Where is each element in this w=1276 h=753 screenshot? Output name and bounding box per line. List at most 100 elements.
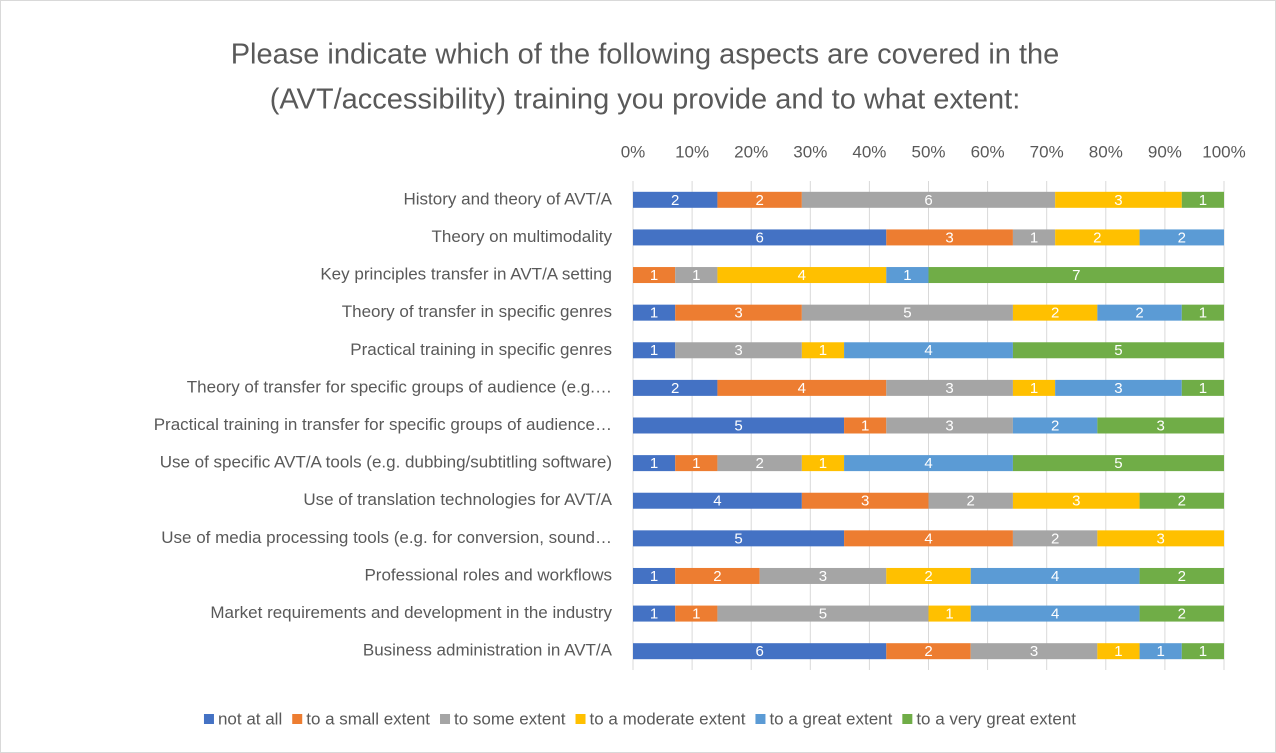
bar-segment [886,379,1013,396]
bar-segment [633,492,802,509]
y-tick-label: History and theory of AVT/A [404,189,613,208]
data-label: 1 [650,455,658,472]
bar-segment [717,455,802,472]
bar-segment [801,492,929,509]
data-label: 1 [1199,192,1207,209]
data-label: 2 [1051,305,1059,322]
data-label: 1 [1030,229,1038,246]
x-tick-label: 80% [1089,142,1123,161]
data-label: 7 [1072,267,1080,284]
data-label: 1 [819,455,827,472]
data-label: 5 [1114,455,1122,472]
bar-segment [675,605,718,622]
bar-segment [1012,304,1098,321]
data-label: 2 [1051,417,1059,434]
bar-segment [844,417,887,434]
legend-label: to a very great extent [916,709,1076,728]
legend-swatch [755,714,766,724]
bar-segment [1055,379,1182,396]
bar-segment [1012,530,1098,547]
x-tick-label: 90% [1148,142,1182,161]
bar-segment [1139,492,1224,509]
legend-label: to a small extent [306,709,430,728]
data-label: 1 [1114,643,1122,660]
x-tick-label: 30% [793,142,827,161]
bar-segment [1181,379,1224,396]
bar-segment [717,605,929,622]
bar-segment [633,643,887,660]
y-tick-label: Professional roles and workflows [364,565,612,584]
data-label: 5 [734,530,742,547]
bar-segment [717,379,887,396]
bar-segment [633,229,887,246]
y-tick-label: Market requirements and development in t… [210,603,612,622]
data-label: 4 [924,342,932,359]
bar-segment [886,267,929,284]
data-label: 5 [734,417,742,434]
bar-segment [633,567,676,584]
chart-title: Please indicate which of the following a… [231,39,1060,71]
data-label: 1 [692,606,700,623]
y-tick-label: Theory of transfer in specific genres [342,302,612,321]
bar-segment [928,605,971,622]
bar-segment [717,267,887,284]
bar-segment [928,492,1013,509]
bar-segment [801,304,1013,321]
bar-segment [633,605,676,622]
bar-segment [1012,455,1224,472]
legend-label: to a great extent [769,709,892,728]
data-label: 2 [1178,229,1186,246]
x-tick-label: 40% [852,142,886,161]
data-label: 3 [945,229,953,246]
y-tick-label: Key principles transfer in AVT/A setting [320,265,612,284]
y-tick-label: Practical training in transfer for speci… [154,415,612,434]
data-label: 1 [650,342,658,359]
legend-label: to some extent [454,709,566,728]
bar-segment [801,191,1056,208]
bar-segment [1139,229,1224,246]
bar-segment [633,379,718,396]
data-label: 1 [1199,380,1207,397]
data-label: 3 [945,417,953,434]
bar-segment [633,191,718,208]
data-label: 2 [1178,606,1186,623]
bar-segment [844,530,1013,547]
data-label: 4 [798,380,806,397]
data-label: 1 [861,417,869,434]
bar-segment [1097,304,1182,321]
x-tick-label: 0% [621,142,646,161]
bar-segment [844,342,1013,359]
bar-segment [675,342,802,359]
data-label: 1 [650,606,658,623]
y-tick-label: Use of media processing tools (e.g. for … [161,528,612,547]
data-label: 3 [734,342,742,359]
bar-segment [886,643,971,660]
bar-segment [633,530,845,547]
data-label: 2 [755,455,763,472]
y-tick-label: Business administration in AVT/A [363,641,613,660]
data-label: 5 [819,606,827,623]
bar-segment [970,567,1140,584]
bar-segment [1012,379,1056,396]
bar-segment [1181,191,1224,208]
bar-segment [1055,191,1182,208]
data-label: 1 [903,267,911,284]
data-label: 3 [1072,493,1080,510]
bar-segment [717,191,802,208]
legend-swatch [203,714,214,724]
data-label: 3 [861,493,869,510]
data-label: 2 [671,380,679,397]
data-label: 3 [1114,380,1122,397]
chart-title: (AVT/accessibility) training you provide… [270,84,1021,116]
y-tick-label: Theory of transfer for specific groups o… [187,377,612,396]
bar-segment [801,342,845,359]
data-label: 4 [798,267,806,284]
data-label: 3 [1157,530,1165,547]
legend-label: to a moderate extent [590,709,746,728]
bar-segment [633,304,676,321]
data-label: 2 [1178,568,1186,585]
legend: not at all to a small extent to some exten… [203,709,1076,728]
data-label: 6 [924,192,932,209]
